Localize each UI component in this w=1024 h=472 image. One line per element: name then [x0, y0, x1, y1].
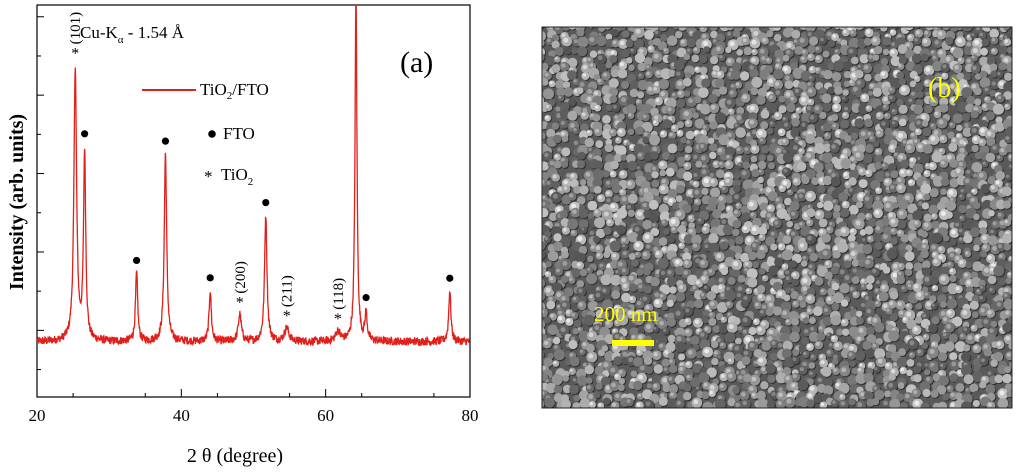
legend-line-label: TiO2/FTO — [200, 80, 269, 102]
legend-tio2-label: TiO2 — [221, 165, 253, 188]
x-tick-label: 80 — [462, 406, 479, 425]
panel-label-a: (a) — [400, 46, 433, 79]
x-axis-label: 2 θ (degree) — [187, 445, 283, 467]
tio2-peak-marker: * — [283, 308, 291, 325]
fto-peak-marker — [446, 274, 454, 282]
sem-grains — [542, 27, 1012, 408]
y-axis-label: Intensity (arb. units) — [6, 114, 28, 290]
legend-fto-dot — [208, 130, 216, 138]
legend-fto-label: FTO — [223, 124, 255, 143]
x-tick-label: 20 — [29, 406, 46, 425]
plot-frame — [36, 4, 471, 398]
sem-image: (b) 200 nm — [541, 26, 1013, 409]
series-layer — [37, 5, 470, 347]
scale-bar-label: 200 nm — [594, 302, 658, 326]
miller-index-label: (211) — [280, 275, 296, 307]
miller-index-label: (101) — [68, 12, 84, 45]
peak-markers: *(101)*(200)*(211)*(118) — [68, 12, 454, 328]
miller-index-label: (118) — [331, 278, 347, 310]
x-tick-label: 60 — [317, 406, 334, 425]
series-line-tio2-fto — [37, 5, 470, 347]
axis-ticks: 20 40 60 80 — [29, 16, 479, 425]
panel-label-b: (b) — [928, 73, 961, 104]
fto-peak-marker — [81, 130, 89, 138]
fto-peak-marker — [362, 294, 370, 302]
tio2-peak-marker: * — [71, 45, 79, 62]
scale-bar — [612, 340, 654, 346]
legend: TiO2/FTO FTO * TiO2 — [142, 80, 269, 188]
radiation-label: Cu-Kα - 1.54 Å — [80, 23, 185, 46]
legend-tio2-star: * — [204, 167, 213, 186]
fto-peak-marker — [262, 198, 270, 207]
miller-index-label: (200) — [233, 261, 249, 294]
fto-peak-marker — [132, 256, 141, 265]
tio2-peak-marker: * — [236, 295, 244, 312]
fto-peak-marker — [206, 274, 214, 282]
x-tick-label: 40 — [173, 406, 190, 425]
fto-peak-marker — [161, 137, 170, 145]
sem-frame — [541, 26, 1013, 409]
tio2-peak-marker: * — [334, 311, 342, 328]
xrd-chart: 20 40 60 80 *(101)*(200)*(211)*(118) Cu-Kα … — [6, 4, 479, 467]
